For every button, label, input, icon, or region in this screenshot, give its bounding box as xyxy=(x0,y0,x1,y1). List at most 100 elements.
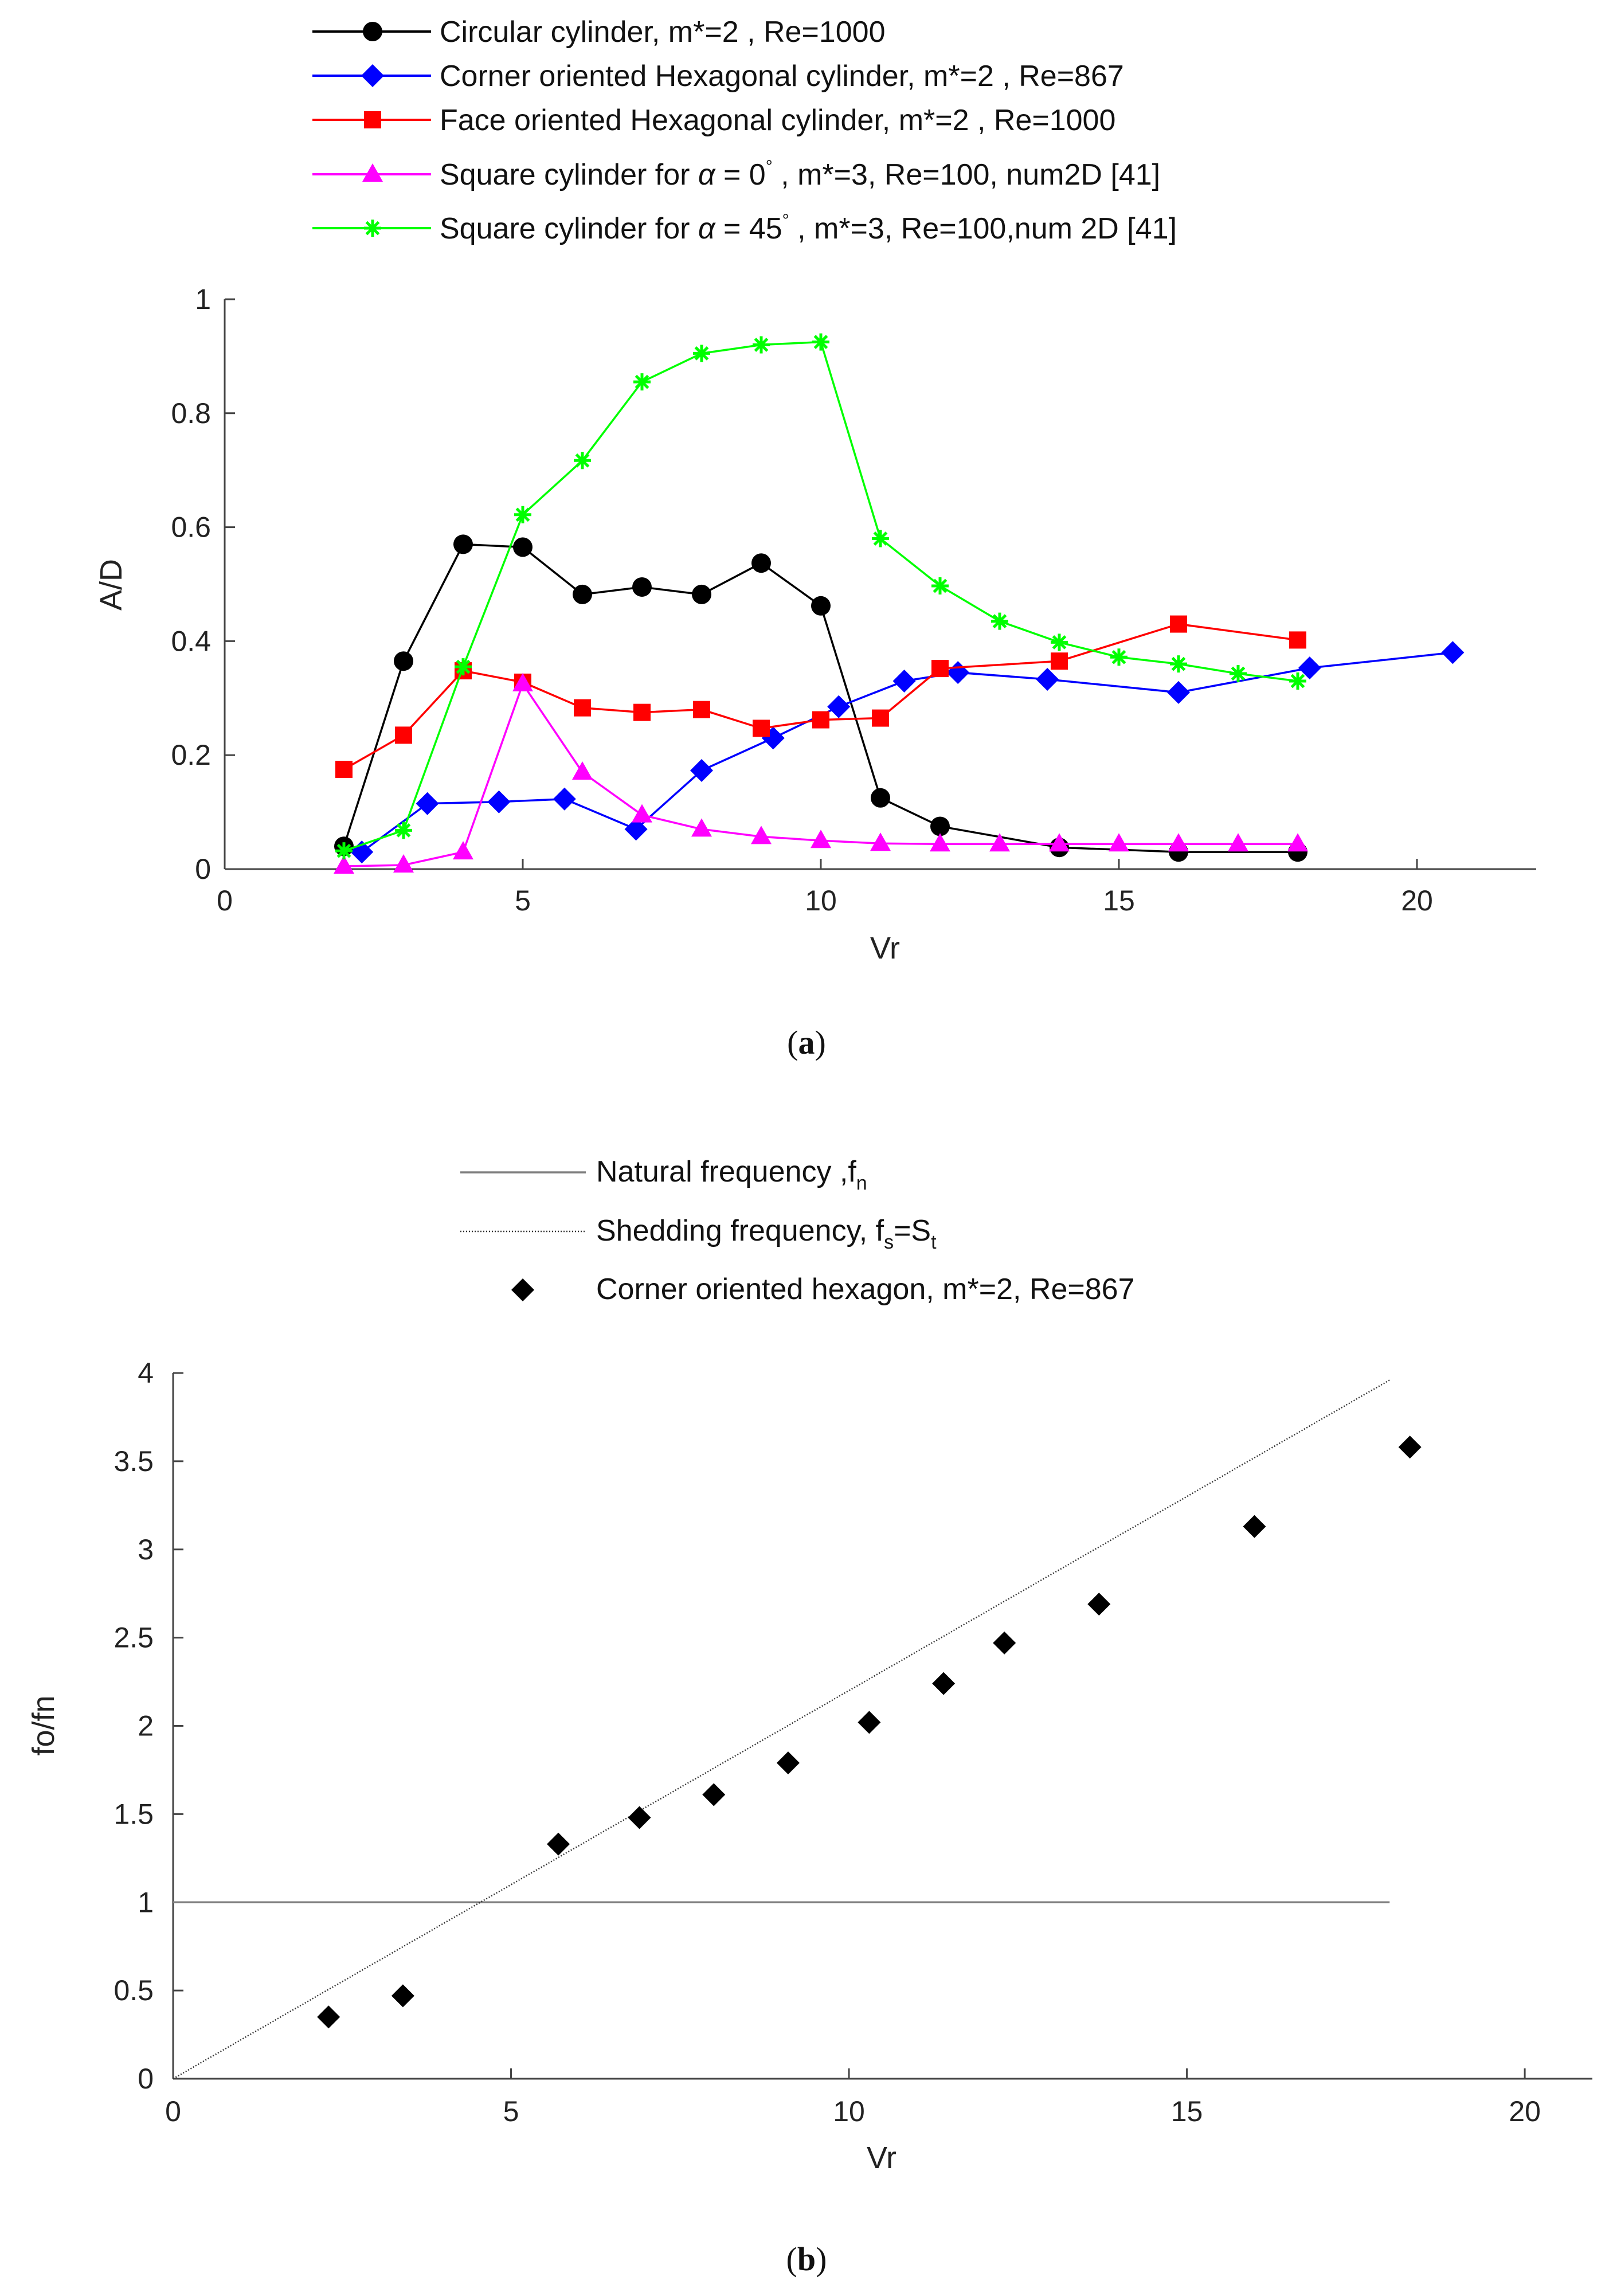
chart-b-series-corner-oriented-hexagon-m-2-re-867-point xyxy=(628,1806,651,1829)
chart-b-legend-entry-1: Natural frequency ,fn xyxy=(460,1155,867,1194)
chart-a-series-square-cylinder-for-0-m-3-re-100-num2d-4-point xyxy=(691,818,712,837)
chart-a-caption-letter: a xyxy=(798,1024,815,1061)
chart-a-series-square-cylinder-for-0-m-3-re-100-num2d-4-point xyxy=(334,855,354,874)
chart-b-series-corner-oriented-hexagon-m-2-re-867-point xyxy=(932,1672,956,1695)
chart-b-x-tick-label: 5 xyxy=(503,2095,519,2127)
chart-a-legend-entry-3-label: Face oriented Hexagonal cylinder, m*=2 ,… xyxy=(440,104,1115,137)
chart-a-legend-entry-4-label-part: ° xyxy=(766,157,773,176)
chart-a-series-square-cylinder-for-0-m-3-re-100-num2d-4-point xyxy=(1287,833,1308,852)
chart-b-caption: (b) xyxy=(786,2240,827,2278)
chart-a-x-tick-label: 0 xyxy=(217,885,233,917)
chart-a-series-corner-oriented-hexagonal-cylinder-m-2-r-point xyxy=(892,669,916,693)
chart-a-y-tick-label: 0.6 xyxy=(171,511,211,543)
chart-b-legend-entry-2-label: Shedding frequency, fs=St xyxy=(596,1214,937,1253)
chart-a-series-square-cylinder-for-45-m-3-re-100-num-2d-point xyxy=(1170,655,1187,673)
chart-a-y-tick-label: 0.4 xyxy=(171,625,211,657)
chart-b-series-corner-oriented-hexagon-m-2-re-867-point xyxy=(547,1832,570,1856)
chart-b-y-tick-label: 1 xyxy=(138,1886,154,1918)
chart-a-caption: (a) xyxy=(787,1024,826,1061)
chart-a-series-square-cylinder-for-0-m-3-re-100-num2d-4-point xyxy=(512,672,533,691)
chart-a-series-circular-cylinder-m-2-re-1000-line xyxy=(343,543,1298,853)
chart-b-y-tick-label: 2.5 xyxy=(113,1622,154,1654)
chart-a-x-tick-label: 20 xyxy=(1401,885,1433,917)
chart-b-x-label: Vr xyxy=(867,2141,896,2175)
chart-b-legend-entry-3-marker xyxy=(511,1278,534,1301)
chart-a-legend-entry-5-label-part: Square cylinder for xyxy=(440,212,698,245)
chart-a-series-corner-oriented-hexagonal-cylinder-m-2-r-point xyxy=(416,792,439,815)
chart-b-legend-entry-2: Shedding frequency, fs=St xyxy=(460,1214,937,1253)
chart-a-series-circular-cylinder-m-2-re-1000 xyxy=(334,534,1307,862)
chart-a-series-face-oriented-hexagonal-cylinder-m-2-re--point xyxy=(335,761,353,779)
chart-a-series-face-oriented-hexagonal-cylinder-m-2-re--point xyxy=(872,709,889,727)
chart-a-y-tick-label: 0 xyxy=(195,853,211,885)
chart-a-series-square-cylinder-for-45-m-3-re-100-num-2d-point xyxy=(1289,672,1306,690)
chart-a-series-square-cylinder-for-45-m-3-re-100-num-2d-point xyxy=(812,333,829,351)
chart-a-series-square-cylinder-for-0-m-3-re-100-num2d-4-point xyxy=(393,854,414,873)
chart-a-series-circular-cylinder-m-2-re-1000-point xyxy=(871,788,890,808)
chart-a-legend-entry-5: Square cylinder for α = 45° , m*=3, Re=1… xyxy=(312,211,1177,245)
chart-a-series-face-oriented-hexagonal-cylinder-m-2-re--line xyxy=(343,623,1298,770)
chart-a-series-square-cylinder-for-0-m-3-re-100-num2d-4-point xyxy=(811,830,831,848)
chart-a-series-face-oriented-hexagonal-cylinder-m-2-re- xyxy=(335,615,1306,779)
chart-a-series-square-cylinder-for-45-m-3-re-100-num-2d-point xyxy=(1110,648,1127,666)
chart-a-series-square-cylinder-for-45-m-3-re-100-num-2d-point xyxy=(395,822,412,839)
chart-a-legend-entry-3-marker xyxy=(364,111,381,128)
chart-a-legend-entry-3-label-part: Face oriented Hexagonal cylinder, m*=2 ,… xyxy=(440,104,1115,137)
chart-a-series-face-oriented-hexagonal-cylinder-m-2-re--point xyxy=(395,726,412,744)
chart-a-x-label: Vr xyxy=(870,931,900,965)
chart-a-legend-entry-1: Circular cylinder, m*=2 , Re=1000 xyxy=(312,15,886,49)
chart-a-series-corner-oriented-hexagonal-cylinder-m-2-r-point xyxy=(946,661,970,685)
chart-b-y-tick-label: 3.5 xyxy=(113,1445,154,1477)
chart-a-legend-entry-5-marker xyxy=(364,220,381,237)
chart-b-series-shedding-frequency-fs-st-line xyxy=(173,1379,1390,2080)
chart-b-y-tick-label: 0 xyxy=(138,2063,154,2095)
chart-a-legend-entry-1-label-part: Circular cylinder, m*=2 , Re=1000 xyxy=(440,15,886,49)
chart-b-y-tick-label: 3 xyxy=(138,1534,154,1566)
chart-b-series-corner-oriented-hexagon-m-2-re-867-point xyxy=(776,1751,800,1775)
chart-a-series-corner-oriented-hexagonal-cylinder-m-2-r-point xyxy=(1167,680,1190,704)
chart-a-series-corner-oriented-hexagonal-cylinder-m-2-r-point xyxy=(553,787,576,811)
chart-a-series-square-cylinder-for-45-m-3-re-100-num-2d-point xyxy=(872,530,889,547)
chart-a-series-face-oriented-hexagonal-cylinder-m-2-re--point xyxy=(812,711,829,729)
chart-a-legend-entry-5-label: Square cylinder for α = 45° , m*=3, Re=1… xyxy=(440,211,1177,245)
chart-a-series-face-oriented-hexagonal-cylinder-m-2-re--point xyxy=(633,703,651,721)
chart-a-series-square-cylinder-for-45-m-3-re-100-num-2d-point xyxy=(574,452,591,470)
chart-a-series-square-cylinder-for-0-m-3-re-100-num2d-4-point xyxy=(632,804,652,823)
chart-a-series-face-oriented-hexagonal-cylinder-m-2-re--point xyxy=(1051,652,1068,670)
chart-a-legend-entry-5-label-part: α xyxy=(698,212,716,245)
chart-a-series-square-cylinder-for-45-m-3-re-100-num-2d-point xyxy=(633,373,651,391)
chart-a-series-square-cylinder-for-45-m-3-re-100-num-2d-point xyxy=(693,345,710,362)
chart-b-legend-entry-3: Corner oriented hexagon, m*=2, Re=867 xyxy=(511,1273,1135,1306)
chart-a-series-corner-oriented-hexagonal-cylinder-m-2-r-point xyxy=(624,818,648,841)
chart-a-series-square-cylinder-for-0-m-3-re-100-num2d-4 xyxy=(334,672,1308,874)
chart-a-series-circular-cylinder-m-2-re-1000-point xyxy=(692,584,711,604)
chart-b-y-tick-label: 0.5 xyxy=(113,1974,154,2006)
chart-a-x-tick-label: 5 xyxy=(515,885,531,917)
chart-b-series-corner-oriented-hexagon-m-2-re-867-point xyxy=(1087,1593,1111,1616)
chart-a-series-face-oriented-hexagonal-cylinder-m-2-re--point xyxy=(1289,631,1306,649)
chart-a-series-square-cylinder-for-0-m-3-re-100-num2d-4-point xyxy=(751,826,772,844)
chart-a-y-tick-label: 1 xyxy=(195,283,211,315)
chart-a-series-circular-cylinder-m-2-re-1000-point xyxy=(453,534,473,554)
chart-b-series-corner-oriented-hexagon-m-2-re-867 xyxy=(317,1436,1422,2029)
chart-b-legend-entry-2-label-part: Shedding frequency, f xyxy=(596,1214,884,1247)
chart-b-series-shedding-frequency-fs-st xyxy=(173,1379,1390,2080)
chart-a-legend-entry-5-label-part: ° xyxy=(782,211,789,230)
chart-b: Natural frequency ,fn Shedding frequency,… xyxy=(26,1155,1592,2278)
chart-a-series-square-cylinder-for-45-m-3-re-100-num-2d-point xyxy=(991,612,1008,630)
chart-b-series-corner-oriented-hexagon-m-2-re-867-point xyxy=(702,1783,726,1806)
chart-a-x-tick-label: 15 xyxy=(1103,885,1135,917)
chart-a-legend-entry-2: Corner oriented Hexagonal cylinder, m*=2… xyxy=(312,60,1124,93)
chart-b-x-tick-label: 20 xyxy=(1509,2095,1541,2127)
chart-b-y-tick-label: 1.5 xyxy=(113,1798,154,1830)
chart-a-series-circular-cylinder-m-2-re-1000-point xyxy=(573,584,592,604)
chart-b-series-corner-oriented-hexagon-m-2-re-867-point xyxy=(993,1631,1016,1654)
chart-a-series-circular-cylinder-m-2-re-1000-point xyxy=(632,577,652,597)
chart-a-series-square-cylinder-for-45-m-3-re-100-num-2d-point xyxy=(335,842,353,860)
chart-a-legend-entry-4-marker xyxy=(362,163,383,182)
chart-b-series-corner-oriented-hexagon-m-2-re-867-point xyxy=(1243,1515,1266,1538)
chart-b-series-corner-oriented-hexagon-m-2-re-867-point xyxy=(391,1984,414,2008)
chart-a-series-face-oriented-hexagonal-cylinder-m-2-re--point xyxy=(931,660,949,678)
chart-a-legend-entry-2-marker xyxy=(361,64,384,87)
